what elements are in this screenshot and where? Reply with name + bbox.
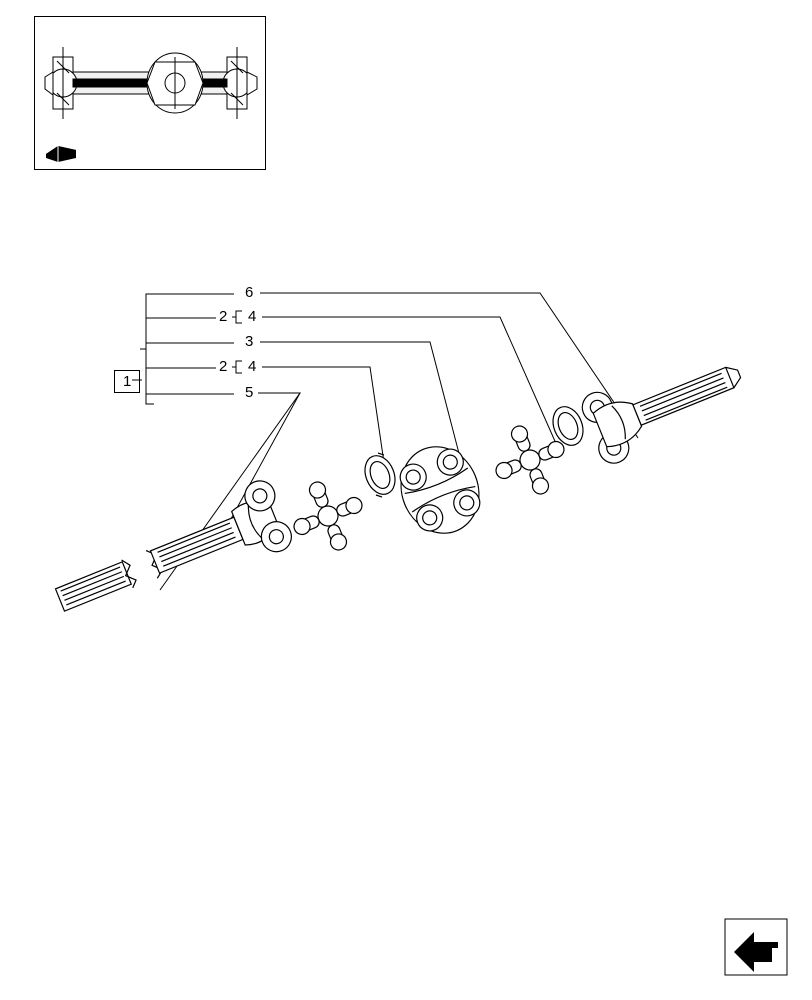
left-cross — [281, 469, 375, 563]
return-arrow-icon[interactable] — [724, 918, 788, 976]
right-shaft-yoke — [578, 340, 753, 468]
left-snap-ring — [360, 451, 401, 499]
center-double-yoke — [388, 435, 491, 545]
left-shaft-yoke — [137, 476, 295, 597]
left-spline-tip — [55, 558, 139, 615]
exploded-driveshaft — [0, 0, 812, 1000]
